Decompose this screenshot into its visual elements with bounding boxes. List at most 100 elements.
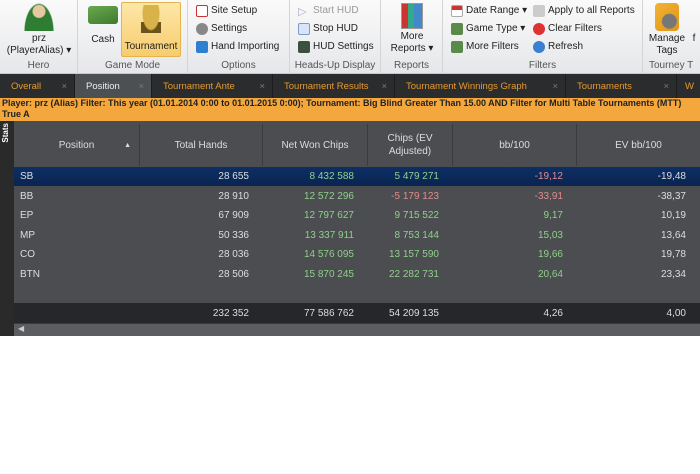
table-row[interactable]: CO 28 036 14 576 095 13 157 590 19,66 19,78	[14, 245, 700, 264]
apply-all-label: Apply to all Reports	[548, 5, 635, 16]
tournament-button[interactable]: Tournament	[121, 2, 181, 57]
column-header-net-won-chips[interactable]: Net Won Chips	[263, 124, 368, 166]
game-type-button[interactable]: Game Type ▾	[451, 20, 525, 37]
cell-bb100: 15,03	[537, 229, 563, 241]
close-icon[interactable]: ×	[138, 80, 144, 92]
hud-settings-button[interactable]: HUD Settings	[298, 38, 374, 55]
header-label: Net Won Chips	[281, 139, 349, 151]
refresh-label: Refresh	[548, 41, 584, 52]
refresh-button[interactable]: Refresh	[533, 38, 583, 55]
cell-ev-bb100: 19,78	[660, 249, 686, 260]
cell-ev-bb100: -19,48	[657, 171, 686, 182]
site-setup-button[interactable]: Site Setup	[196, 2, 257, 19]
game-type-label: Game Type ▾	[466, 23, 526, 34]
cell-total-hands: 28 506	[218, 268, 249, 280]
settings-label: Settings	[211, 23, 248, 34]
table-row[interactable]: MP 50 336 13 337 911 8 753 144 15,03 13,64	[14, 226, 700, 245]
clear-icon	[533, 22, 545, 35]
table-row[interactable]: BB 28 910 12 572 296 -5 179 123 -33,91 -38,37	[14, 187, 700, 206]
tab-overall[interactable]: Overall ×	[0, 74, 75, 98]
cell-net-won-chips: 15 870 245	[303, 268, 354, 280]
tab-tournament-winnings-graph[interactable]: Tournament Winnings Graph ×	[395, 74, 566, 98]
total-bb100: 4,26	[543, 307, 563, 319]
clear-filters-button[interactable]: Clear Filters	[533, 20, 602, 37]
hero-button[interactable]: prz (PlayerAlias) ▾	[0, 3, 78, 57]
report-tabs: Overall × Position × Tournament Ante × Tour…	[0, 74, 700, 98]
total-ev-bb100: 4,00	[666, 307, 686, 319]
more-filters-button[interactable]: More Filters	[451, 38, 519, 55]
stats-label: Stats	[1, 123, 10, 143]
more-reports-button[interactable]: More Reports ▾	[381, 3, 443, 55]
date-range-label: Date Range ▾	[466, 5, 528, 16]
cell-chips-ev: 9 715 522	[394, 210, 440, 221]
close-icon[interactable]: ×	[381, 80, 387, 92]
column-header-total-hands[interactable]: Total Hands	[140, 124, 263, 166]
cell-position: CO	[20, 249, 35, 260]
horizontal-scrollbar[interactable]: ◀	[14, 323, 700, 336]
close-icon[interactable]: ×	[663, 80, 669, 92]
cell-total-hands: 28 910	[218, 190, 249, 202]
reports-group: More Reports ▾ Reports	[381, 0, 443, 74]
cell-ev-bb100: 13,64	[660, 229, 686, 241]
table-row[interactable]: EP 67 909 12 797 627 9 715 522 9,17 10,19	[14, 206, 700, 225]
close-icon[interactable]: ×	[552, 80, 558, 92]
player-avatar-icon	[24, 3, 54, 31]
settings-button[interactable]: Settings	[196, 20, 247, 37]
hero-group-label: Hero	[27, 60, 50, 71]
column-header-ev-bb100[interactable]: EV bb/100	[577, 124, 700, 166]
tab-tournaments[interactable]: Tournaments ×	[566, 74, 677, 98]
cash-button[interactable]: Cash	[84, 6, 122, 46]
import-arrow-icon	[196, 40, 208, 53]
close-icon[interactable]: ×	[61, 80, 67, 92]
stop-hud-button[interactable]: Stop HUD	[298, 20, 358, 37]
cell-total-hands: 50 336	[218, 229, 249, 241]
close-icon[interactable]: ×	[259, 80, 265, 92]
cell-bb100: 19,66	[537, 249, 563, 260]
header-label: EV bb/100	[615, 139, 662, 151]
stats-side-tab[interactable]: Stats	[0, 121, 14, 336]
column-header-position[interactable]: Position ▲	[14, 124, 140, 166]
tab-more[interactable]: W	[677, 74, 700, 98]
tab-label: Tournament Results	[284, 80, 369, 92]
manage-tags-button[interactable]: Manage Tags	[646, 3, 688, 57]
date-range-button[interactable]: Date Range ▾	[451, 2, 527, 19]
manage-tags-label-1: Manage	[648, 33, 686, 44]
table-header: Position ▲ Total Hands Net Won Chips Chip…	[14, 124, 700, 166]
cell-position: MP	[20, 229, 35, 241]
filter-summary-bar: Player: prz (Alias) Filter: This year (0…	[0, 98, 700, 121]
tab-tournament-ante[interactable]: Tournament Ante ×	[152, 74, 273, 98]
scroll-left-icon[interactable]: ◀	[18, 324, 25, 333]
tournament-label: Tournament	[124, 41, 178, 52]
cell-net-won-chips: 14 576 095	[303, 249, 354, 260]
header-label: Position	[58, 139, 95, 151]
site-setup-icon	[196, 4, 208, 17]
column-header-chips-ev[interactable]: Chips (EV Adjusted)	[368, 124, 453, 166]
cell-chips-ev: 8 753 144	[394, 229, 440, 241]
cell-ev-bb100: 10,19	[660, 210, 686, 221]
hand-importing-button[interactable]: Hand Importing	[196, 38, 279, 55]
hero-group: prz (PlayerAlias) ▾ Hero	[0, 0, 78, 74]
cell-chips-ev: 5 479 271	[394, 171, 440, 182]
table-row[interactable]: SB 28 655 8 432 588 5 479 271 -19,12 -19,48	[14, 167, 700, 186]
hero-name: prz	[32, 33, 46, 44]
cell-chips-ev: 13 157 590	[388, 249, 439, 260]
refresh-icon	[533, 40, 545, 53]
tab-label: Tournament Winnings Graph	[406, 80, 527, 92]
cell-total-hands: 28 655	[218, 171, 249, 182]
header-label: Chips (EV Adjusted)	[387, 133, 433, 157]
tourney-extra-button[interactable]: f	[692, 33, 696, 44]
trophy-icon	[141, 5, 161, 33]
table-row[interactable]: BTN 28 506 15 870 245 22 282 731 20,64 23,34	[14, 265, 700, 284]
total-chips-ev: 54 209 135	[388, 307, 439, 319]
sort-ascending-icon: ▲	[124, 141, 131, 149]
start-hud-button[interactable]: ▷ Start HUD	[298, 2, 359, 19]
stop-icon	[298, 22, 310, 35]
apply-all-reports-button[interactable]: Apply to all Reports	[533, 2, 635, 19]
column-header-bb100[interactable]: bb/100	[453, 124, 577, 166]
tab-tournament-results[interactable]: Tournament Results ×	[273, 74, 395, 98]
filters-group: Date Range ▾ Game Type ▾ More Filters Ap…	[443, 0, 643, 74]
tab-position[interactable]: Position ×	[75, 74, 152, 98]
more-reports-label-1: More	[400, 31, 424, 42]
hero-alias: (PlayerAlias) ▾	[6, 45, 72, 56]
tab-label: W	[685, 80, 694, 92]
